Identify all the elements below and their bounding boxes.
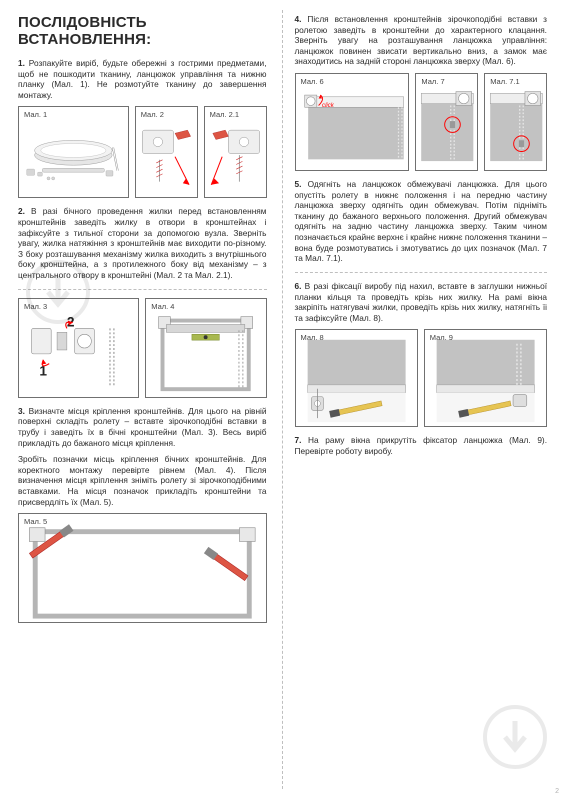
figure-6: Мал. 6 click xyxy=(295,73,410,171)
figure-9: Мал. 9 xyxy=(424,329,547,427)
figure-4: Мал. 4 xyxy=(145,298,266,398)
click-label: click xyxy=(322,103,335,109)
figure-8: Мал. 8 xyxy=(295,329,418,427)
fig8-caption: Мал. 8 xyxy=(301,333,324,342)
para-3b: Зробіть позначки місць кріплення бічних … xyxy=(18,454,267,507)
page-title: ПОСЛІДОВНІСТЬ ВСТАНОВЛЕННЯ: xyxy=(18,14,267,48)
figrow-8-9: Мал. 8 Мал. 9 xyxy=(295,329,548,427)
para-3a: 3. Визначте місця кріплення кронштейнів.… xyxy=(18,406,267,448)
para-6: 6. В разі фіксації виробу під нахил, вст… xyxy=(295,281,548,323)
figure-2-1: Мал. 2.1 xyxy=(204,106,267,198)
figrow-5: Мал. 5 xyxy=(18,513,267,623)
fig4-caption: Мал. 4 xyxy=(151,302,174,311)
page-number: 2 xyxy=(555,788,559,795)
para-5: 5. Одягніть на ланцюжок обмежувачі ланцю… xyxy=(295,179,548,264)
fig1-caption: Мал. 1 xyxy=(24,110,47,119)
figure-7-1: Мал. 7.1 xyxy=(484,73,547,171)
para-7: 7. На раму вікна прикрутіть фіксатор лан… xyxy=(295,435,548,456)
fig21-caption: Мал. 2.1 xyxy=(210,110,239,119)
figure-7: Мал. 7 xyxy=(415,73,478,171)
watermark-right xyxy=(483,705,547,769)
instruction-page: ПОСЛІДОВНІСТЬ ВСТАНОВЛЕННЯ: 1. Розпакуйт… xyxy=(0,0,565,799)
fig71-caption: Мал. 7.1 xyxy=(490,77,519,86)
fig5-caption: Мал. 5 xyxy=(24,517,47,526)
figure-2: Мал. 2 xyxy=(135,106,198,198)
para-1: 1. Розпакуйте виріб, будьте обережні з г… xyxy=(18,58,267,100)
fig6-caption: Мал. 6 xyxy=(301,77,324,86)
figrow-6-7: Мал. 6 click Мал. 7 xyxy=(295,73,548,171)
figrow-1-2: Мал. 1 Мал. 2 xyxy=(18,106,267,198)
watermark-left xyxy=(26,260,90,324)
h-divider-right-1 xyxy=(295,272,548,273)
right-column: 4. Після встановлення кронштейнів зірочк… xyxy=(283,0,565,799)
left-column: ПОСЛІДОВНІСТЬ ВСТАНОВЛЕННЯ: 1. Розпакуйт… xyxy=(0,0,283,799)
fig2-caption: Мал. 2 xyxy=(141,110,164,119)
fig9-caption: Мал. 9 xyxy=(430,333,453,342)
figure-1: Мал. 1 xyxy=(18,106,129,198)
para-4: 4. Після встановлення кронштейнів зірочк… xyxy=(295,14,548,67)
figure-5: Мал. 5 xyxy=(18,513,267,623)
fig7-caption: Мал. 7 xyxy=(421,77,444,86)
